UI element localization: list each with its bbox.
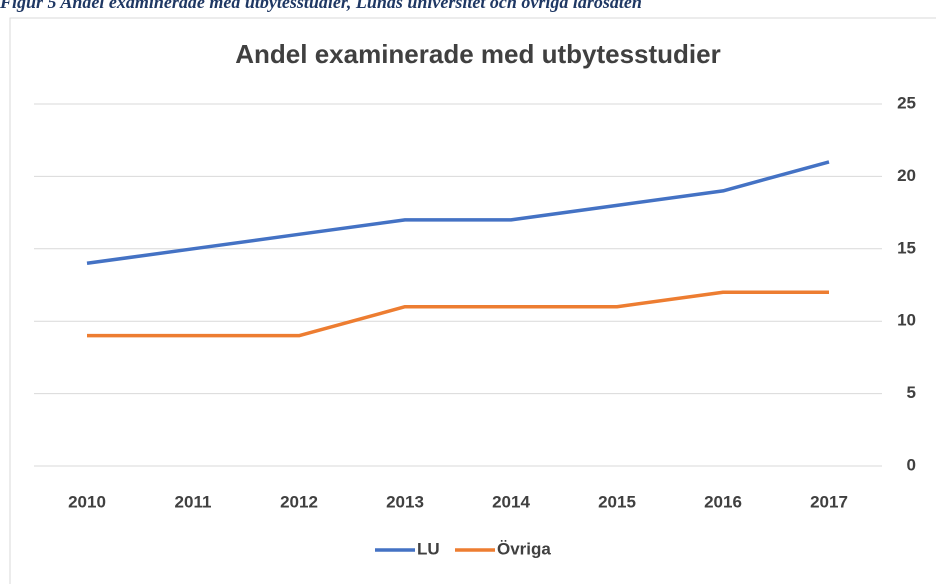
y-tick-label: 25 xyxy=(897,93,916,112)
x-tick-label: 2013 xyxy=(386,492,424,511)
legend-label: LU xyxy=(417,539,440,558)
x-tick-label: 2010 xyxy=(68,492,106,511)
legend-label: Övriga xyxy=(497,539,551,558)
x-tick-label: 2011 xyxy=(175,492,212,511)
series-line xyxy=(86,160,830,266)
y-tick-label: 20 xyxy=(897,166,916,185)
x-tick-label: 2016 xyxy=(704,492,742,511)
y-tick-label: 5 xyxy=(907,383,916,402)
x-tick-label: 2012 xyxy=(280,492,318,511)
y-tick-label: 0 xyxy=(907,455,916,474)
y-tick-label: 15 xyxy=(897,238,916,257)
series-line xyxy=(87,290,829,338)
x-tick-label: 2017 xyxy=(810,492,848,511)
caption: Figur 5 Andel examinerade med utbytesstu… xyxy=(0,0,642,12)
x-tick-label: 2014 xyxy=(492,492,530,511)
x-tick-label: 2015 xyxy=(598,492,636,511)
chart-title: Andel examinerade med utbytesstudier xyxy=(235,39,720,69)
chart-frame xyxy=(9,17,936,584)
y-tick-label: 10 xyxy=(897,311,916,330)
